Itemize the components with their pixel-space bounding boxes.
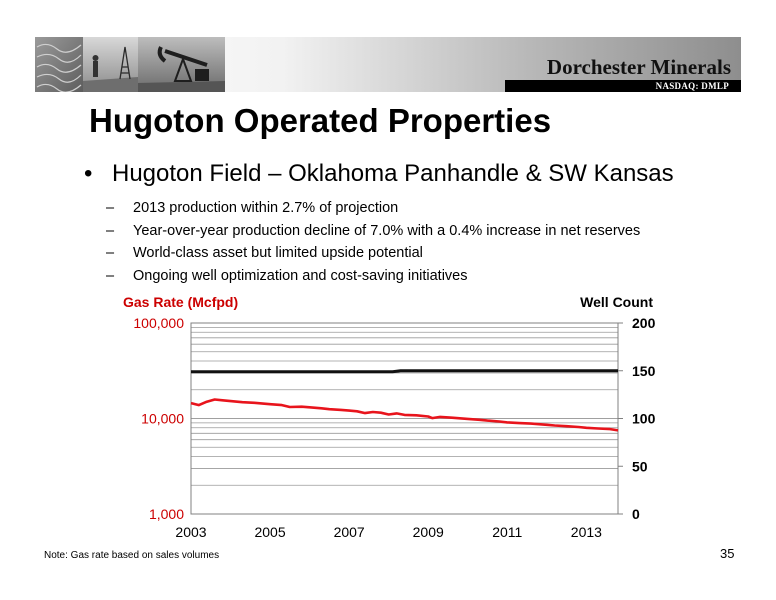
sub-bullet: – 2013 production within 2.7% of projecti… — [106, 200, 640, 223]
bullet-dot-icon: • — [84, 160, 93, 187]
left-axis-ticks: 100,000 10,000 1,000 — [133, 315, 184, 522]
page-number: 35 — [720, 546, 735, 561]
sub-bullet-text: 2013 production within 2.7% of projectio… — [133, 200, 399, 216]
x-axis-ticks: 2003 2005 2007 2009 2011 2013 — [175, 524, 602, 540]
x-tick-label: 2005 — [254, 524, 285, 540]
sub-bullet: – Year-over-year production decline of 7.… — [106, 223, 640, 246]
left-tick-label: 10,000 — [141, 411, 184, 427]
right-tick-label: 150 — [632, 363, 656, 379]
dash-icon: – — [106, 200, 115, 216]
sub-bullet: – World-class asset but limited upside po… — [106, 245, 640, 268]
oilfield-photo-collage-icon — [35, 37, 225, 92]
left-tick-label: 1,000 — [149, 506, 184, 522]
slide-title: Hugoton Operated Properties — [89, 102, 552, 139]
x-tick-label: 2003 — [175, 524, 206, 540]
right-tick-label: 50 — [632, 458, 648, 474]
dash-icon: – — [106, 267, 115, 284]
company-name: Dorchester Minerals — [546, 55, 731, 79]
sub-bullet-text: World-class asset but limited upside pot… — [133, 245, 423, 261]
ticker-symbol: NASDAQ: DMLP — [655, 81, 729, 91]
ticker-bar: NASDAQ: DMLP — [505, 80, 741, 92]
right-tick-label: 0 — [632, 506, 640, 522]
x-tick-label: 2011 — [492, 524, 522, 540]
right-axis-label: Well Count — [580, 294, 653, 310]
main-bullet: • Hugoton Field – Oklahoma Panhandle & SW… — [84, 160, 674, 188]
header-banner: Dorchester Minerals NASDAQ: DMLP — [35, 37, 741, 92]
sub-bullet-text: Year-over-year production decline of 7.0… — [133, 222, 641, 239]
dash-icon: – — [106, 222, 115, 239]
x-tick-label: 2009 — [413, 524, 444, 540]
left-axis-label: Gas Rate (Mcfpd) — [123, 294, 238, 310]
sub-bullet: – Ongoing well optimization and cost-savi… — [106, 268, 640, 291]
dash-icon: – — [106, 245, 115, 261]
right-tick-label: 100 — [632, 411, 656, 427]
sub-bullet-text: Ongoing well optimization and cost-savin… — [133, 267, 468, 284]
x-tick-label: 2007 — [334, 524, 365, 540]
right-axis-ticks: 200 150 100 50 0 — [618, 315, 656, 522]
footnote: Note: Gas rate based on sales volumes — [44, 550, 220, 561]
sub-bullet-list: – 2013 production within 2.7% of projecti… — [106, 200, 640, 290]
x-tick-label: 2013 — [571, 524, 602, 540]
left-tick-label: 100,000 — [133, 315, 184, 331]
gas-rate-line — [190, 398, 619, 432]
right-tick-label: 200 — [632, 315, 656, 331]
main-bullet-text: Hugoton Field – Oklahoma Panhandle & SW … — [112, 160, 674, 187]
well-count-line — [191, 369, 618, 374]
